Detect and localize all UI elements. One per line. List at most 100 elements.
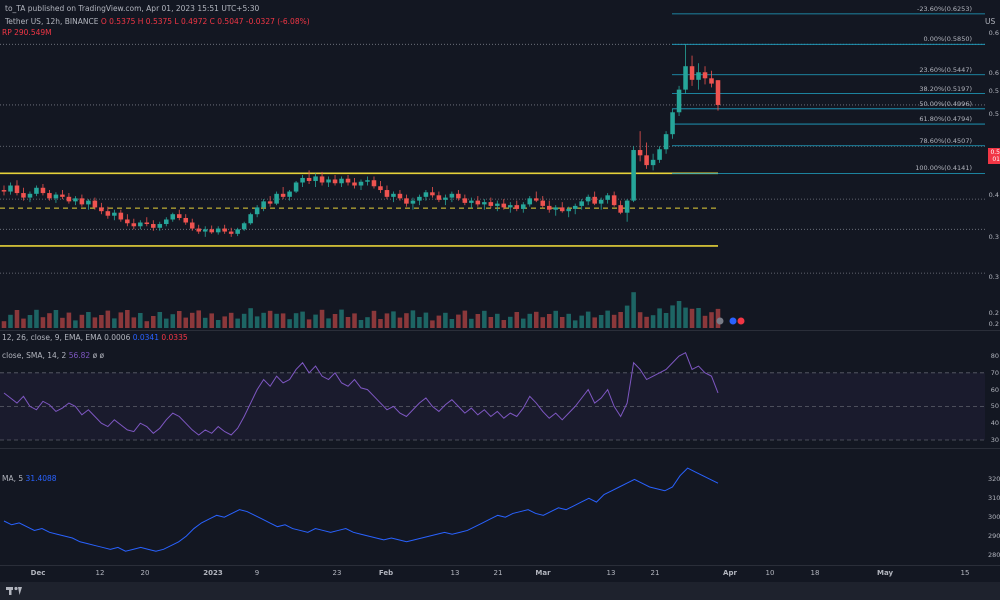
rsi-axis-tick: 50: [990, 402, 999, 411]
date-axis-tick: 21: [650, 569, 660, 577]
candle-body: [611, 195, 617, 206]
price-axis-tick: 0.3: [988, 273, 999, 281]
candle-body: [60, 194, 65, 197]
current-price-sub: 01: [992, 156, 1000, 163]
volume-bar: [598, 315, 604, 328]
candle-body: [585, 196, 591, 202]
volume-bar: [423, 312, 429, 328]
volume-bar: [228, 312, 234, 328]
candle-body: [495, 203, 500, 206]
candle-body: [417, 196, 422, 201]
candle-body: [475, 200, 481, 205]
candle-body: [521, 204, 526, 209]
price-axis-tick: 0.2: [988, 320, 999, 328]
candle-body: [1, 190, 7, 192]
date-axis-tick: Mar: [535, 569, 551, 577]
candle-body: [397, 193, 403, 199]
candle-body: [66, 196, 72, 202]
obv-axis-tick: 290: [988, 532, 1000, 541]
volume-bar: [527, 313, 533, 328]
volume-bar: [99, 315, 104, 328]
rsi-axis-tick: 40: [990, 419, 999, 428]
volume-bar: [209, 313, 214, 328]
volume-bar: [410, 310, 416, 328]
candle-body: [183, 217, 189, 223]
candle-body: [73, 198, 78, 202]
candle-body: [553, 207, 558, 210]
volume-bar: [254, 316, 260, 328]
rsi-value: 56.82: [68, 351, 91, 360]
candle-body: [267, 201, 273, 204]
volume-bar: [605, 310, 610, 328]
date-axis[interactable]: Dec 12 20 2023 9 23 Feb 13 21 Mar 13 21 Apr 10 18 May 15: [0, 565, 1000, 582]
rsi-axis-tick: 70: [990, 368, 999, 377]
candle-body: [222, 228, 227, 232]
date-axis-tick: 13: [450, 569, 460, 577]
volume-bar: [521, 318, 526, 328]
candle-body: [650, 159, 656, 166]
volume-bar: [417, 317, 422, 328]
candle-body: [112, 212, 117, 216]
volume-bar: [300, 311, 305, 328]
volume-info: RP 290.549M: [2, 28, 52, 37]
candle-body: [235, 229, 240, 234]
candle-body: [676, 89, 682, 113]
date-axis-tick: 18: [810, 569, 820, 577]
date-axis-tick: 21: [493, 569, 503, 577]
volume-bar: [566, 313, 571, 328]
date-axis-tick: Dec: [30, 569, 46, 577]
date-axis-tick: 2023: [203, 569, 223, 577]
pane-separator-1[interactable]: [0, 330, 1000, 331]
volume-bar: [657, 308, 662, 328]
volume-bar: [189, 312, 195, 328]
volume-bar: [650, 315, 656, 328]
volume-bar: [559, 317, 565, 328]
pane-separator-3[interactable]: [0, 565, 1000, 566]
volume-bar: [280, 313, 286, 328]
candle-body: [715, 80, 721, 105]
volume-bar: [540, 317, 546, 328]
volume-bar: [8, 314, 13, 328]
candle-body: [332, 179, 338, 184]
rsi-axis-tick: 30: [990, 436, 999, 444]
candle-body: [540, 200, 546, 206]
candle-body: [144, 222, 150, 225]
volume-bar: [21, 318, 26, 328]
volume-bar: [397, 317, 403, 328]
volume-bar: [339, 309, 344, 328]
volume-bar: [131, 317, 137, 328]
candle-body: [683, 66, 688, 90]
date-axis-tick: 10: [765, 569, 775, 577]
candle-body: [339, 178, 344, 184]
event-marker-icon: [716, 317, 724, 325]
candle-body: [443, 197, 448, 200]
volume-bar: [449, 319, 455, 328]
volume-bar: [183, 317, 189, 328]
volume-bar: [495, 313, 500, 328]
macd-value-2: 0.0341: [132, 333, 159, 342]
date-axis-tick: 20: [140, 569, 150, 577]
rsi-axis-tick: 60: [990, 385, 999, 394]
volume-bar: [326, 318, 331, 328]
volume-bar: [79, 314, 85, 328]
candle-body: [202, 229, 208, 232]
volume-bar: [34, 309, 39, 328]
volume-bar: [618, 312, 623, 328]
volume-bar: [164, 318, 169, 328]
candle-body: [131, 223, 137, 227]
volume-bar: [572, 320, 578, 328]
candle-body: [306, 177, 312, 181]
candle-body: [644, 155, 649, 166]
candle-body: [99, 207, 104, 212]
price-axis-tick: 0.5: [988, 110, 999, 118]
candle-body: [436, 195, 442, 200]
news-marker-icon: [729, 317, 737, 325]
volume-bar: [391, 311, 396, 328]
volume-bar: [215, 320, 221, 328]
obv-label: MA, 5 31.4088: [2, 474, 57, 483]
pane-separator-2[interactable]: [0, 448, 1000, 449]
volume-bar: [14, 310, 20, 328]
date-axis-tick: 9: [254, 569, 260, 577]
date-axis-tick: 12: [95, 569, 105, 577]
